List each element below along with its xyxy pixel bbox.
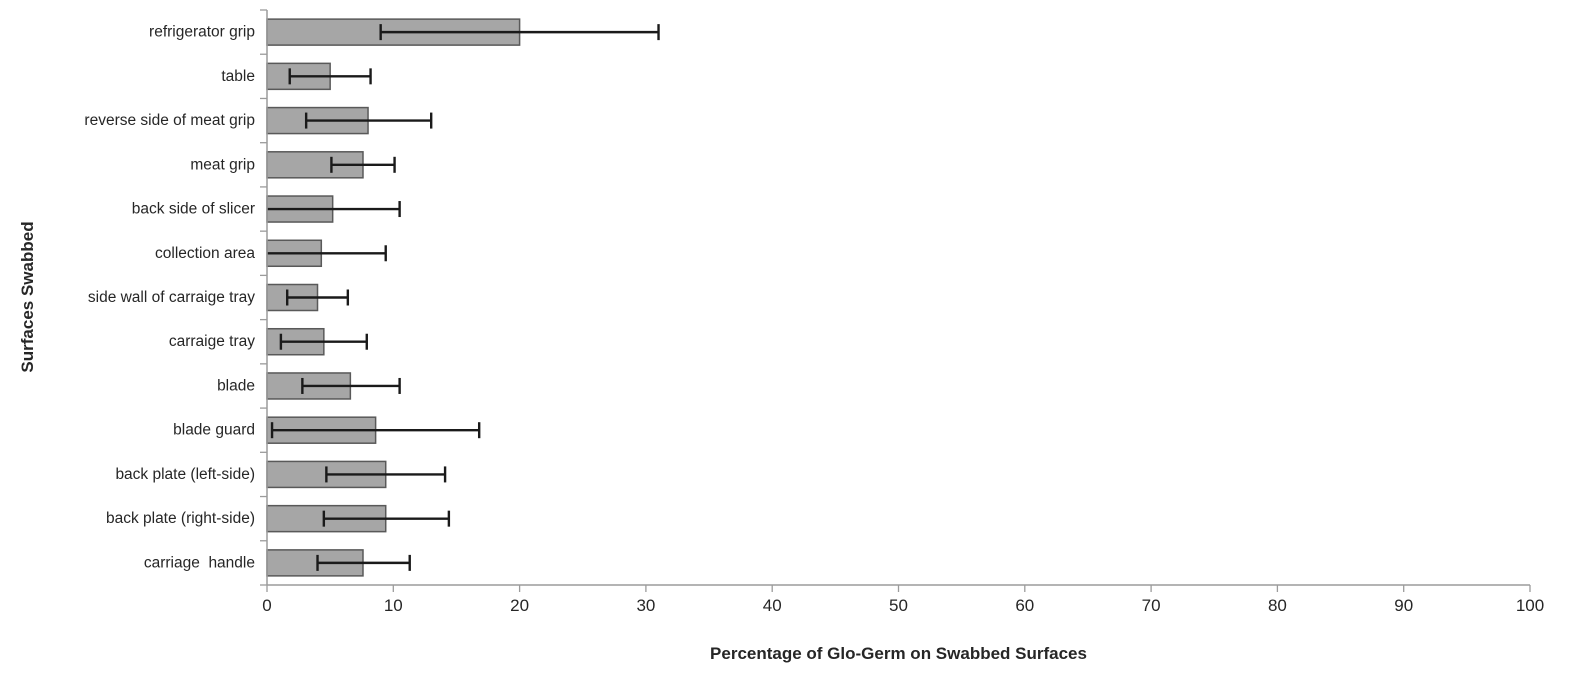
category-label: blade: [217, 377, 255, 394]
x-tick-label: 20: [510, 596, 529, 615]
category-label: blade guard: [173, 422, 255, 439]
x-tick-label: 60: [1015, 596, 1034, 615]
category-label: table: [221, 68, 255, 85]
x-tick-label: 40: [763, 596, 782, 615]
x-tick-label: 100: [1516, 596, 1544, 615]
category-label: back plate (left-side): [115, 466, 255, 483]
category-label: back side of slicer: [132, 201, 255, 218]
category-label: carraige tray: [169, 333, 255, 350]
x-tick-label: 70: [1142, 596, 1161, 615]
x-tick-label: 0: [262, 596, 271, 615]
category-label: side wall of carraige tray: [88, 289, 255, 306]
category-label: collection area: [155, 245, 255, 262]
x-tick-label: 50: [889, 596, 908, 615]
category-label: refrigerator grip: [149, 24, 255, 41]
x-tick-label: 30: [636, 596, 655, 615]
category-label: meat grip: [190, 156, 255, 173]
category-label: reverse side of meat grip: [84, 112, 255, 129]
y-axis-title: Surfaces Swabbed: [18, 221, 37, 373]
x-tick-label: 90: [1394, 596, 1413, 615]
category-label: carriage handle: [144, 554, 255, 571]
x-tick-label: 80: [1268, 596, 1287, 615]
x-tick-label: 10: [384, 596, 403, 615]
category-label: back plate (right-side): [106, 510, 255, 527]
x-axis-title: Percentage of Glo-Germ on Swabbed Surfac…: [710, 644, 1087, 663]
